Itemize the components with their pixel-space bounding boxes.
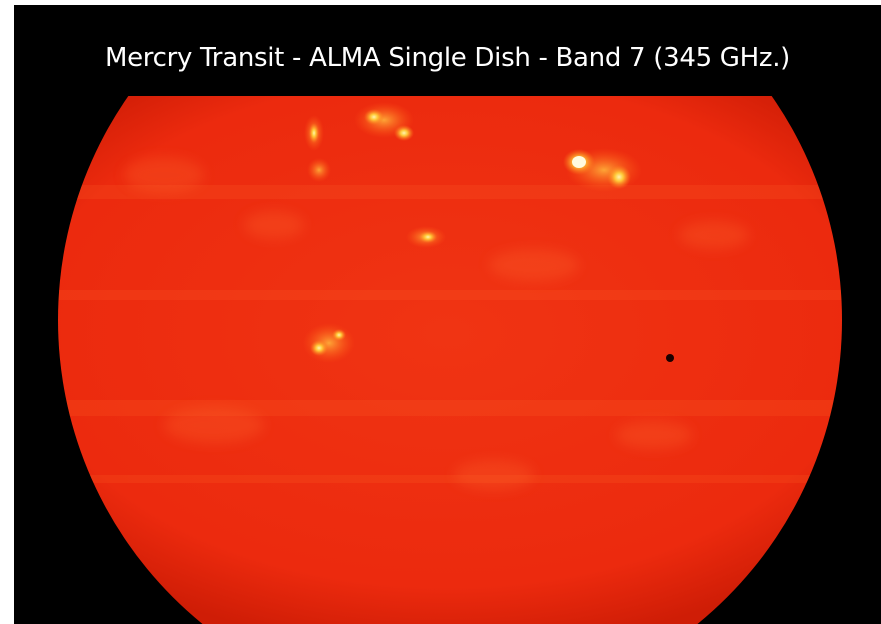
sun-disk-image	[14, 5, 881, 624]
mercury-dot	[666, 354, 674, 362]
image-caption: Mercry Transit - ALMA Single Dish - Band…	[104, 43, 791, 73]
bright-regions	[303, 102, 642, 363]
image-frame: Mercry Transit - ALMA Single Dish - Band…	[14, 5, 881, 624]
